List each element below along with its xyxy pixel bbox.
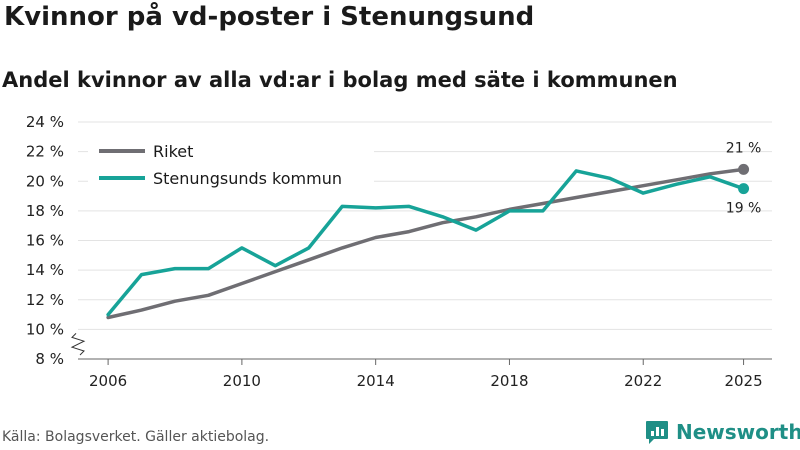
chart-subtitle: Andel kvinnor av alla vd:ar i bolag med …: [2, 68, 678, 92]
series-line-riket: [106, 167, 746, 320]
y-tick-label: 8 %: [35, 350, 64, 368]
legend-label-stenungsund: Stenungsunds kommun: [153, 169, 342, 188]
end-point-riket: [738, 163, 750, 175]
legend-background: [88, 136, 374, 194]
y-tick-label: 18 %: [26, 202, 64, 220]
y-tick-label: 14 %: [26, 261, 64, 279]
y-tick-label: 22 %: [26, 143, 64, 161]
end-label-riket: 21 %: [726, 140, 762, 156]
series-line-stenungsund: [106, 169, 746, 317]
source-note: Källa: Bolagsverket. Gäller aktiebolag.: [2, 429, 270, 445]
axes: 8 % 10 % 12 % 14 % 16 % 18 % 20 % 22 % 24 % 2006 2…: [26, 113, 772, 390]
axis-break-icon: [70, 333, 86, 356]
end-labels: 21 % 19 %: [726, 140, 762, 216]
x-tick-label: 2025: [724, 372, 762, 390]
end-point-stenungsund: [738, 183, 750, 195]
chart-title: Kvinnor på vd-poster i Stenungsund: [4, 2, 535, 32]
y-tick-label: 10 %: [26, 320, 64, 338]
newsworthy-logo-icon: [646, 421, 668, 444]
legend: Riket Stenungsunds kommun: [88, 136, 374, 194]
end-label-stenungsund: 19 %: [726, 201, 762, 217]
x-tick-label: 2018: [490, 372, 528, 390]
x-tick-label: 2014: [357, 372, 395, 390]
y-tick-label: 12 %: [26, 291, 64, 309]
legend-label-riket: Riket: [153, 142, 193, 161]
y-tick-label: 20 %: [26, 172, 64, 190]
x-tick-label: 2022: [624, 372, 662, 390]
x-tick-label: 2010: [223, 372, 261, 390]
x-tick-label: 2006: [89, 372, 127, 390]
y-tick-label: 16 %: [26, 232, 64, 250]
brand-name: Newsworthy: [676, 420, 800, 444]
y-tick-label: 24 %: [26, 113, 64, 131]
series-lines: [106, 163, 750, 320]
brand-logo: Newsworthy: [644, 419, 800, 445]
